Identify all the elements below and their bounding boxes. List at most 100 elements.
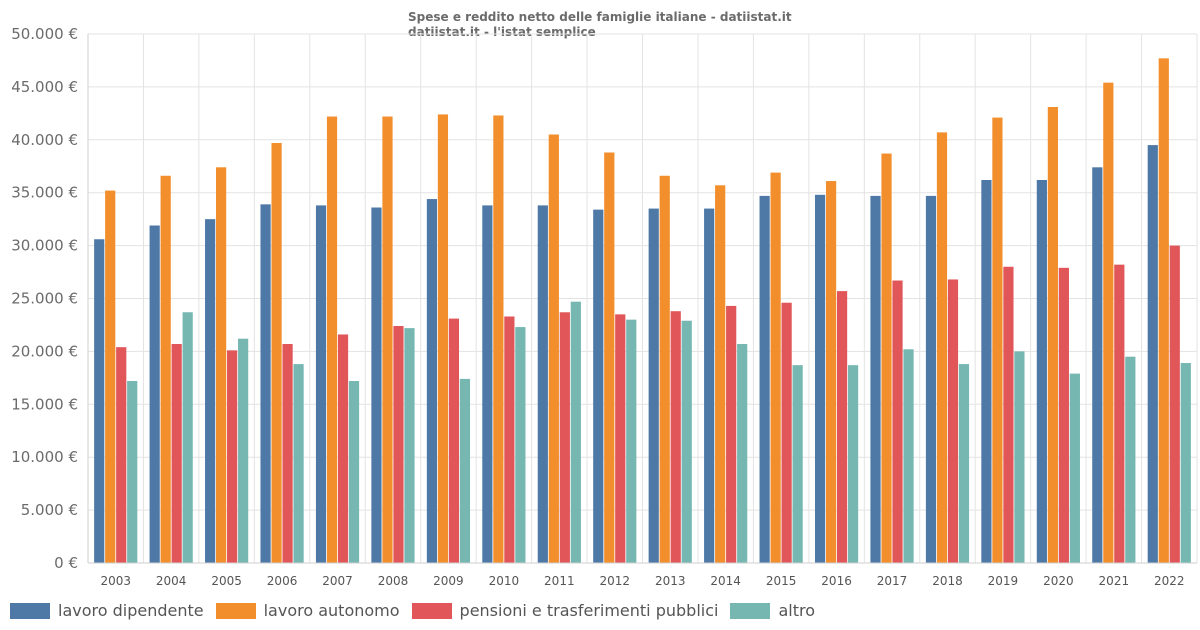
bar-lavoro-autonomo-2021 bbox=[1103, 82, 1114, 563]
bar-lavoro-autonomo-2015 bbox=[770, 172, 781, 563]
bar-lavoro-dipendente-2011 bbox=[537, 205, 548, 563]
bar-pensioni-e-trasferimenti-pubblici-2008 bbox=[393, 326, 404, 563]
bar-lavoro-autonomo-2017 bbox=[881, 153, 892, 563]
bar-altro-2015 bbox=[792, 365, 803, 563]
bar-altro-2012 bbox=[626, 319, 637, 563]
bar-pensioni-e-trasferimenti-pubblici-2021 bbox=[1114, 264, 1125, 563]
bar-altro-2014 bbox=[737, 343, 748, 563]
bar-lavoro-dipendente-2015 bbox=[759, 195, 770, 563]
bar-lavoro-dipendente-2004 bbox=[149, 225, 160, 564]
y-tick-label: 40.000 € bbox=[11, 131, 78, 149]
x-tick-label: 2005 bbox=[211, 574, 242, 588]
bar-lavoro-dipendente-2010 bbox=[482, 205, 493, 563]
bar-altro-2016 bbox=[847, 365, 859, 563]
bars-layer bbox=[94, 58, 1191, 564]
x-tick-label: 2013 bbox=[655, 574, 686, 588]
bar-altro-2022 bbox=[1180, 363, 1191, 563]
bar-lavoro-autonomo-2016 bbox=[825, 181, 837, 563]
x-tick-label: 2009 bbox=[433, 574, 464, 588]
bar-pensioni-e-trasferimenti-pubblici-2018 bbox=[947, 279, 959, 563]
bar-lavoro-autonomo-2006 bbox=[271, 142, 282, 563]
legend-label: altro bbox=[778, 601, 815, 620]
bar-lavoro-dipendente-2007 bbox=[315, 205, 327, 563]
x-tick-label: 2019 bbox=[988, 574, 1019, 588]
bar-lavoro-autonomo-2020 bbox=[1047, 107, 1058, 563]
chart-subtitle: datiistat.it - l'istat semplice bbox=[408, 25, 596, 39]
bar-altro-2011 bbox=[570, 301, 581, 563]
legend-swatch bbox=[10, 602, 50, 619]
bar-altro-2017 bbox=[903, 349, 914, 563]
bar-lavoro-autonomo-2005 bbox=[216, 167, 227, 564]
x-tick-label: 2007 bbox=[322, 574, 353, 588]
bar-pensioni-e-trasferimenti-pubblici-2015 bbox=[781, 302, 792, 563]
y-tick-label: 10.000 € bbox=[11, 448, 78, 466]
bar-lavoro-dipendente-2016 bbox=[814, 194, 826, 564]
bar-lavoro-dipendente-2021 bbox=[1092, 167, 1103, 564]
y-tick-label: 50.000 € bbox=[11, 25, 78, 43]
bar-lavoro-autonomo-2014 bbox=[715, 185, 726, 563]
bar-lavoro-autonomo-2013 bbox=[659, 175, 670, 563]
bar-pensioni-e-trasferimenti-pubblici-2014 bbox=[726, 305, 737, 563]
bar-lavoro-autonomo-2012 bbox=[604, 152, 615, 563]
bar-altro-2021 bbox=[1125, 356, 1136, 563]
bar-lavoro-dipendente-2020 bbox=[1036, 180, 1047, 563]
bar-pensioni-e-trasferimenti-pubblici-2017 bbox=[892, 280, 903, 563]
legend-item[interactable]: lavoro dipendente bbox=[10, 601, 204, 620]
chart-title-block: Spese e reddito netto delle famiglie ita… bbox=[408, 10, 792, 40]
bar-lavoro-autonomo-2009 bbox=[437, 114, 449, 564]
bar-lavoro-dipendente-2014 bbox=[704, 208, 715, 563]
bar-lavoro-dipendente-2017 bbox=[870, 195, 881, 563]
bar-altro-2005 bbox=[238, 338, 249, 563]
x-tick-label: 2020 bbox=[1043, 574, 1074, 588]
legend-item[interactable]: pensioni e trasferimenti pubblici bbox=[411, 601, 719, 620]
x-tick-label: 2008 bbox=[378, 574, 409, 588]
x-tick-label: 2012 bbox=[600, 574, 631, 588]
bar-lavoro-dipendente-2005 bbox=[205, 219, 216, 563]
legend-item[interactable]: altro bbox=[730, 601, 815, 620]
x-tick-label: 2017 bbox=[877, 574, 908, 588]
bar-lavoro-autonomo-2007 bbox=[326, 116, 338, 564]
x-tick-label: 2018 bbox=[932, 574, 963, 588]
legend: lavoro dipendente lavoro autonomo pensioni… bbox=[10, 601, 827, 620]
y-tick-label: 5.000 € bbox=[21, 501, 78, 519]
bar-altro-2018 bbox=[958, 364, 970, 563]
bar-lavoro-dipendente-2022 bbox=[1147, 145, 1158, 563]
x-tick-label: 2006 bbox=[267, 574, 298, 588]
bar-pensioni-e-trasferimenti-pubblici-2009 bbox=[448, 318, 460, 563]
bar-lavoro-autonomo-2011 bbox=[548, 134, 559, 563]
y-tick-label: 30.000 € bbox=[11, 237, 78, 255]
bar-pensioni-e-trasferimenti-pubblici-2020 bbox=[1058, 267, 1069, 563]
bar-altro-2010 bbox=[515, 327, 526, 563]
bar-pensioni-e-trasferimenti-pubblici-2004 bbox=[171, 343, 182, 563]
axis-layer: 0 € 5.000 € 10.000 € 15.000 € 20.000 € 25.000… bbox=[11, 25, 1197, 588]
bar-pensioni-e-trasferimenti-pubblici-2022 bbox=[1169, 245, 1180, 563]
bar-altro-2006 bbox=[293, 364, 304, 563]
bar-altro-2013 bbox=[681, 320, 692, 563]
x-tick-label: 2004 bbox=[156, 574, 187, 588]
bar-lavoro-dipendente-2018 bbox=[925, 195, 937, 563]
bar-lavoro-dipendente-2009 bbox=[426, 199, 438, 563]
bar-lavoro-dipendente-2012 bbox=[593, 209, 604, 564]
x-tick-label: 2021 bbox=[1099, 574, 1130, 588]
bar-altro-2019 bbox=[1014, 351, 1025, 563]
bar-lavoro-autonomo-2010 bbox=[493, 115, 504, 563]
bar-altro-2004 bbox=[182, 312, 193, 563]
legend-item[interactable]: lavoro autonomo bbox=[215, 601, 400, 620]
legend-swatch bbox=[730, 602, 771, 619]
bar-lavoro-dipendente-2019 bbox=[981, 180, 992, 563]
x-tick-label: 2015 bbox=[766, 574, 797, 588]
x-tick-label: 2010 bbox=[489, 574, 520, 588]
bar-pensioni-e-trasferimenti-pubblici-2013 bbox=[670, 311, 681, 563]
bar-pensioni-e-trasferimenti-pubblici-2006 bbox=[282, 343, 293, 563]
bar-pensioni-e-trasferimenti-pubblici-2010 bbox=[504, 316, 515, 563]
x-tick-label: 2022 bbox=[1154, 574, 1185, 588]
bar-lavoro-dipendente-2003 bbox=[94, 239, 105, 563]
bar-lavoro-autonomo-2018 bbox=[936, 132, 948, 564]
bar-lavoro-dipendente-2006 bbox=[260, 204, 271, 563]
y-tick-label: 45.000 € bbox=[11, 78, 78, 96]
bar-altro-2008 bbox=[404, 328, 415, 563]
y-tick-label: 25.000 € bbox=[11, 290, 78, 308]
bar-pensioni-e-trasferimenti-pubblici-2016 bbox=[836, 291, 848, 563]
legend-label: pensioni e trasferimenti pubblici bbox=[459, 601, 719, 620]
